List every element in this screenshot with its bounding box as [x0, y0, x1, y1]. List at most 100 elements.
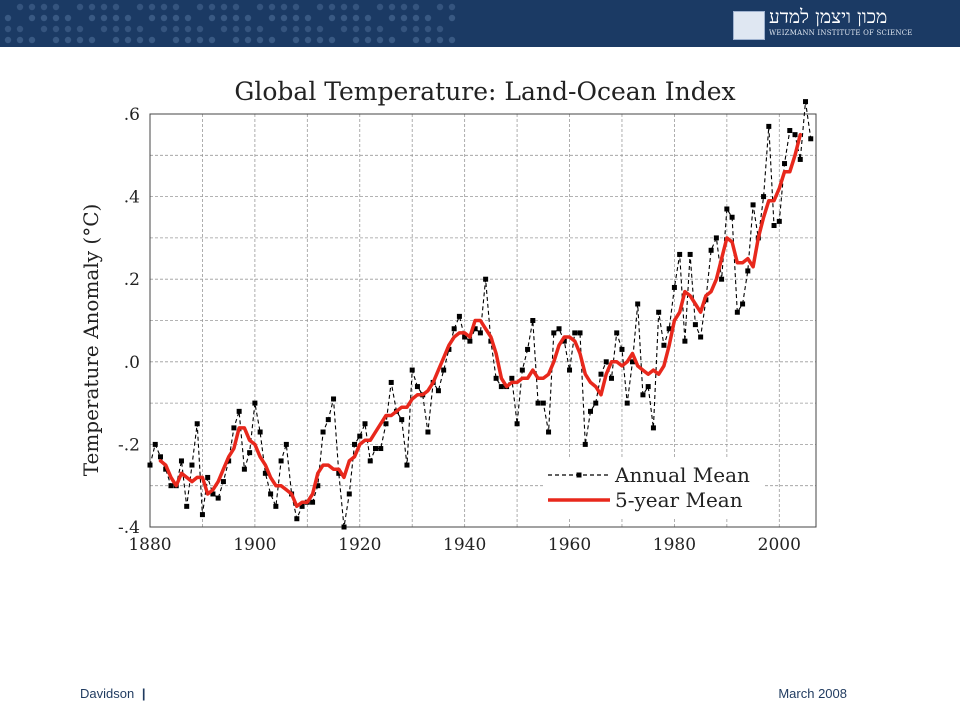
annual-mean-point — [588, 408, 594, 414]
header-dot — [64, 14, 72, 22]
header-dot — [280, 14, 288, 22]
header-dot — [148, 14, 156, 22]
header-dot — [436, 25, 444, 33]
x-tick-label: 1980 — [653, 535, 696, 555]
annual-mean-point — [645, 384, 651, 390]
header-dot — [4, 25, 12, 33]
header-dot — [424, 25, 432, 33]
legend-annual-label: Annual Mean — [614, 463, 750, 487]
annual-mean-point — [257, 429, 263, 435]
x-tick-label: 1940 — [443, 535, 486, 555]
annual-mean-point — [399, 417, 405, 423]
annual-mean-point — [582, 441, 588, 447]
annual-mean-point — [734, 309, 740, 315]
header-dot — [160, 25, 168, 33]
footer-date: March 2008 — [778, 686, 847, 701]
header-dot — [388, 14, 396, 22]
header-dot — [268, 3, 276, 11]
annual-mean-point — [378, 446, 384, 452]
header-dot — [16, 25, 24, 33]
author-name: Davidson — [80, 686, 135, 701]
annual-mean-point — [661, 342, 667, 348]
annual-mean-point — [215, 495, 221, 501]
annual-mean-point — [435, 388, 441, 394]
legend-annual-marker — [576, 472, 582, 478]
annual-mean-point — [635, 301, 641, 307]
annual-mean-point — [367, 458, 373, 464]
annual-mean-point — [352, 441, 358, 447]
annual-mean-point — [614, 330, 620, 336]
annual-mean-point — [456, 313, 462, 319]
annual-mean-point — [294, 516, 300, 522]
annual-mean-point — [750, 202, 756, 208]
footer-author: Davidson | — [80, 686, 145, 701]
header-dot — [256, 3, 264, 11]
annual-mean-point — [220, 479, 226, 485]
y-tick-label: .6 — [124, 105, 140, 125]
y-axis-label: Temperature Anomaly (°C) — [79, 204, 103, 477]
header-dot — [208, 36, 216, 44]
header-dot — [352, 36, 360, 44]
annual-mean-point — [268, 491, 274, 497]
annual-mean-point — [766, 123, 772, 129]
annual-mean-point — [205, 474, 211, 480]
legend: Annual Mean 5-year Mean — [544, 459, 764, 519]
header-dot — [268, 14, 276, 22]
annual-mean-point — [782, 161, 788, 167]
y-tick-label: -.4 — [118, 518, 140, 538]
annual-mean-point — [383, 421, 389, 427]
header-dot — [4, 14, 12, 22]
header-dot — [244, 25, 252, 33]
annual-mean-point — [656, 309, 662, 315]
header-dot — [400, 25, 408, 33]
annual-mean-point — [152, 441, 158, 447]
annual-mean-point — [713, 235, 719, 241]
header-dot — [64, 25, 72, 33]
header-dot — [208, 3, 216, 11]
header-dot — [28, 36, 36, 44]
annual-mean-point — [178, 458, 184, 464]
header-bar: מכון ויצמן למדע WEIZMANN INSTITUTE OF SC… — [0, 0, 960, 47]
annual-mean-point — [362, 421, 368, 427]
annual-mean-point — [797, 156, 803, 162]
logo-hebrew-text: מכון ויצמן למדע — [769, 6, 888, 28]
annual-mean-point — [168, 483, 174, 489]
header-dot — [232, 14, 240, 22]
header-dot — [76, 25, 84, 33]
annual-mean-point — [157, 454, 163, 460]
header-dot — [256, 36, 264, 44]
x-tick-label: 1880 — [128, 535, 171, 555]
header-dot-pattern — [4, 3, 456, 44]
header-dot — [316, 36, 324, 44]
y-tick-label: .4 — [124, 188, 140, 208]
weizmann-logo[interactable]: מכון ויצמן למדע WEIZMANN INSTITUTE OF SC… — [733, 6, 933, 40]
header-dot — [232, 3, 240, 11]
header-dot — [304, 14, 312, 22]
header-dot — [88, 3, 96, 11]
header-dot — [124, 36, 132, 44]
annual-mean-point — [776, 218, 782, 224]
header-dot — [328, 3, 336, 11]
annual-mean-point — [551, 330, 557, 336]
annual-mean-point — [310, 499, 316, 505]
annual-mean-point — [414, 384, 420, 390]
annual-mean-point — [462, 334, 468, 340]
annual-mean-point — [477, 330, 483, 336]
annual-mean-point — [525, 346, 531, 352]
annual-mean-point — [803, 99, 809, 105]
annual-mean-point — [540, 400, 546, 406]
header-dot — [124, 14, 132, 22]
annual-mean-point — [320, 429, 326, 435]
annual-mean-point — [708, 247, 714, 253]
annual-mean-point — [273, 503, 279, 509]
header-dot — [88, 36, 96, 44]
annual-mean-point — [231, 425, 237, 431]
header-dot — [364, 36, 372, 44]
header-dot — [400, 14, 408, 22]
header-dot — [28, 14, 36, 22]
annual-mean-point — [189, 462, 195, 468]
header-dot — [112, 14, 120, 22]
annual-mean-point — [682, 338, 688, 344]
annual-mean-point — [262, 470, 268, 476]
header-dot — [172, 36, 180, 44]
